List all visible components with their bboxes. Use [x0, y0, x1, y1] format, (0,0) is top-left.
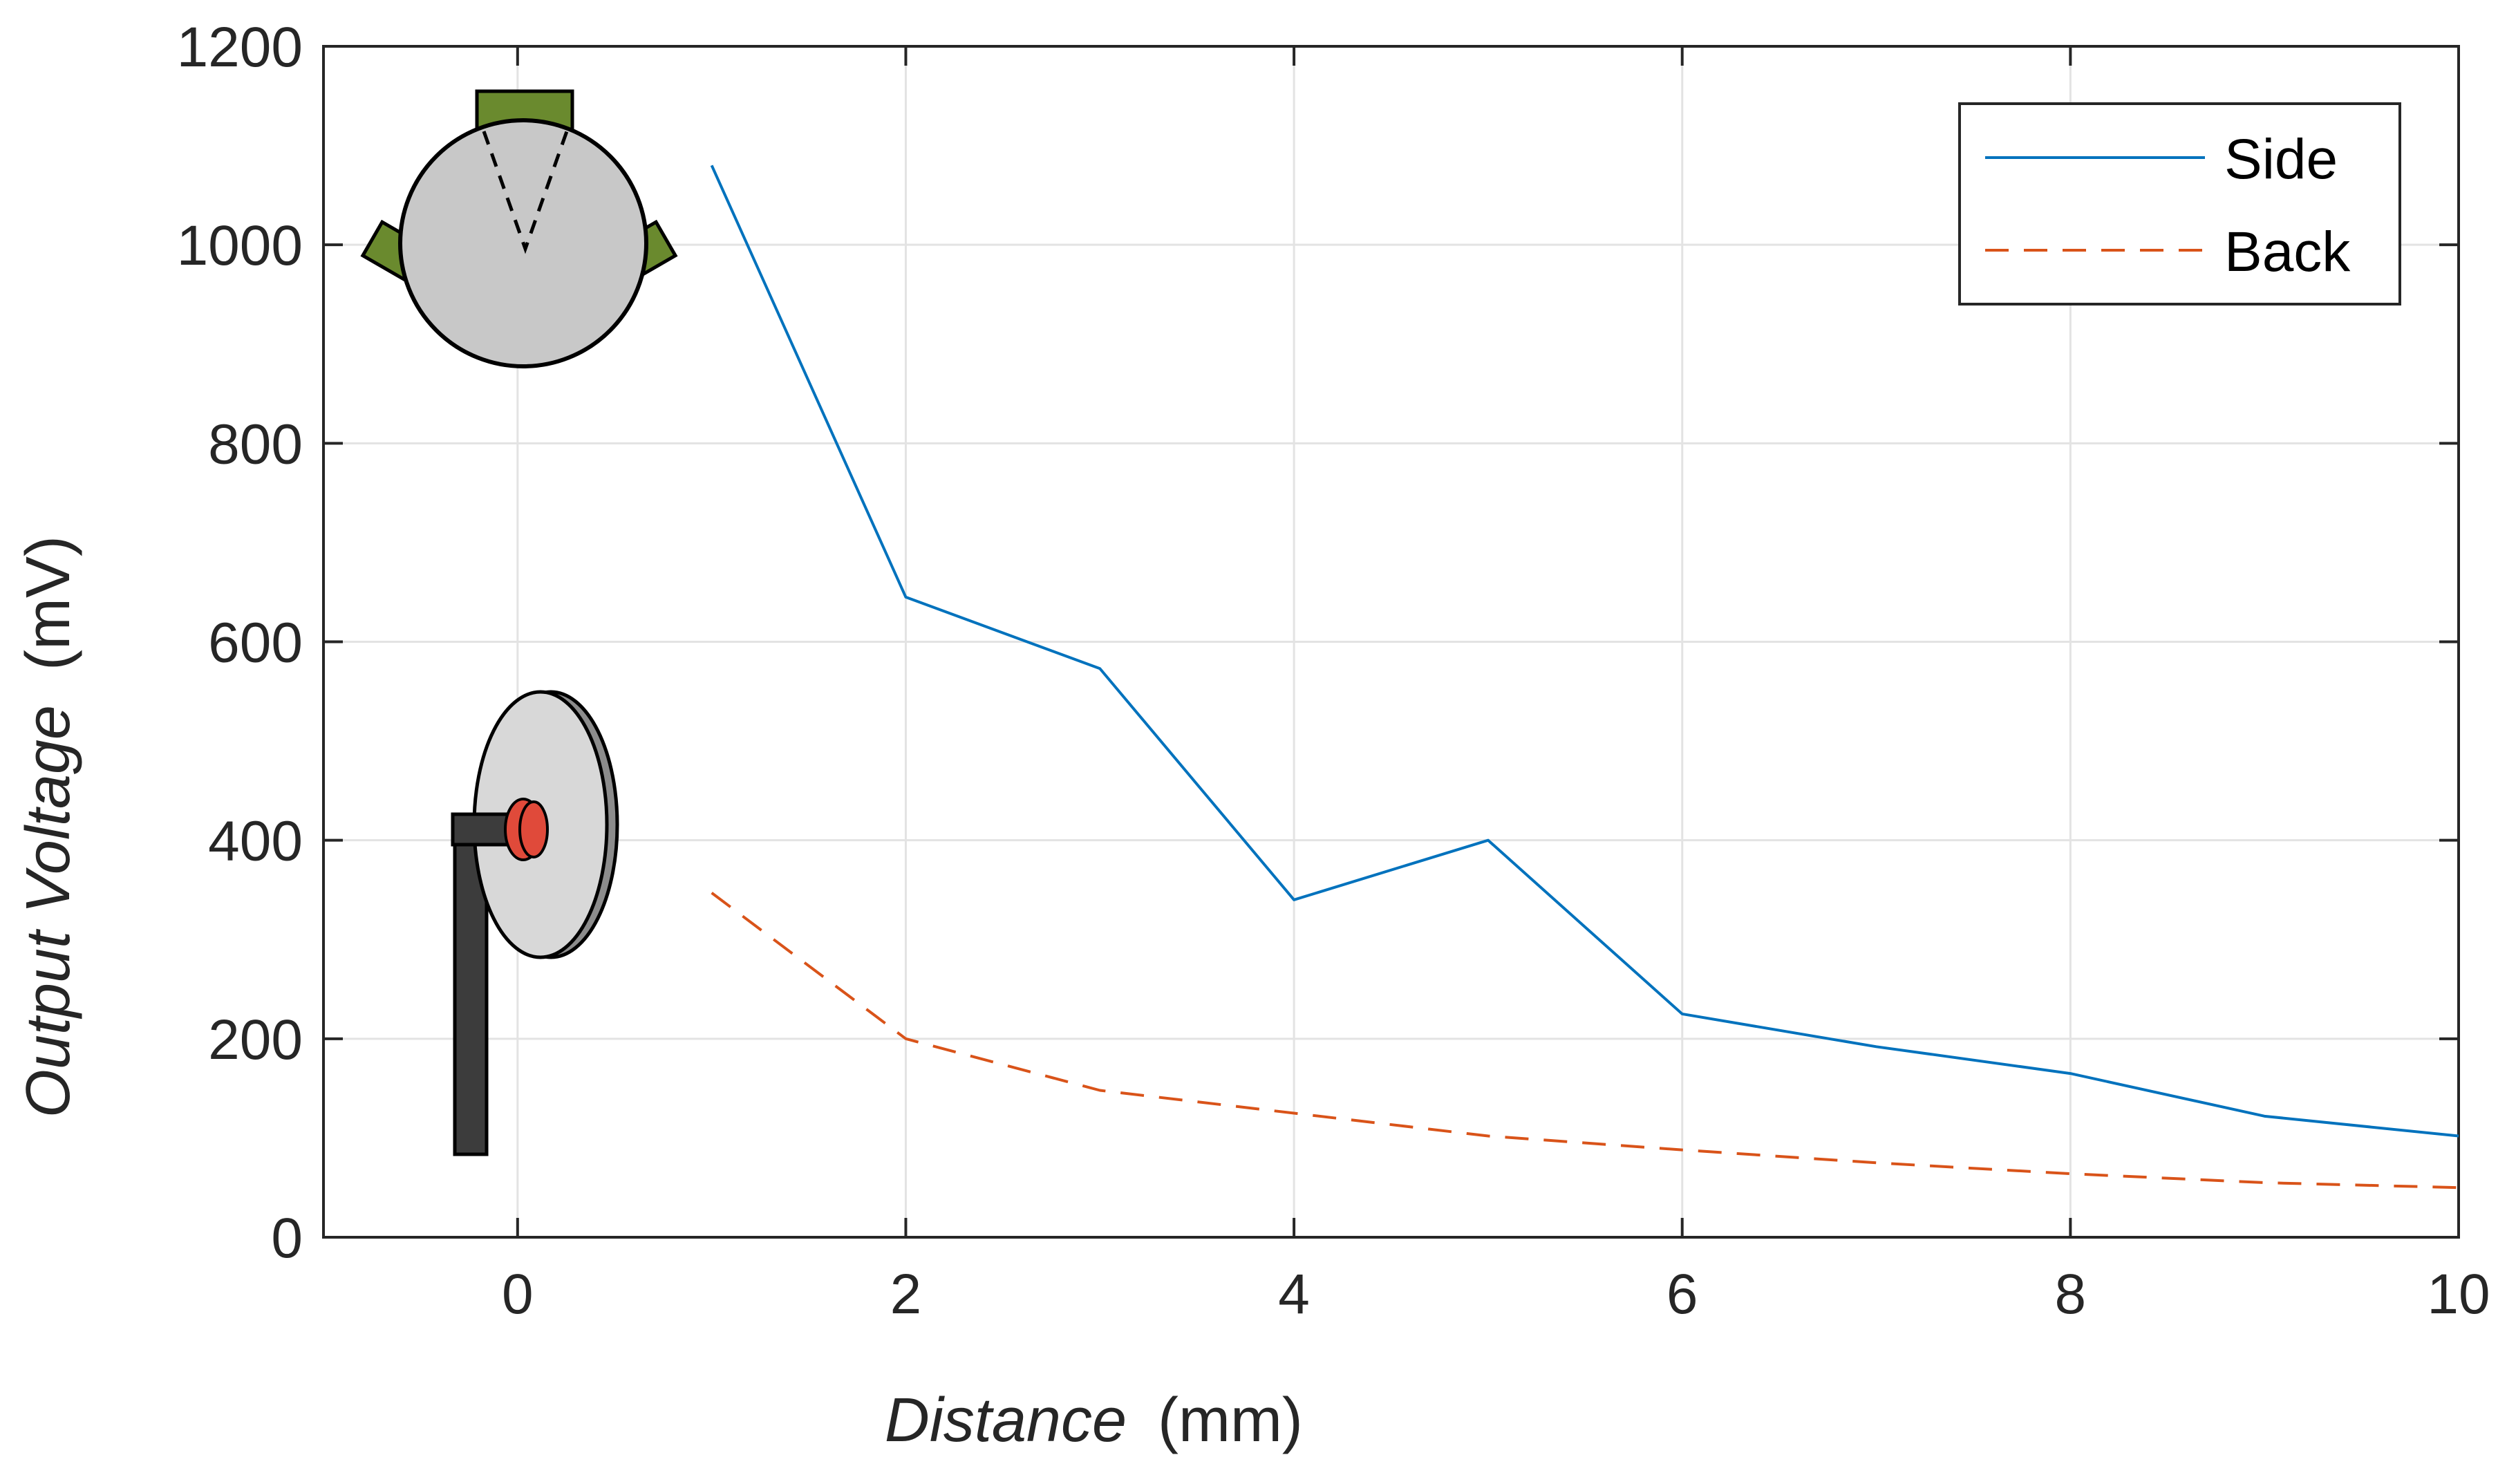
x-axis-unit: (mm) — [1158, 1386, 1303, 1455]
x-tick-label: 6 — [1666, 1263, 1698, 1326]
y-tick-label: 200 — [208, 1008, 303, 1071]
x-tick-label: 8 — [2055, 1263, 2087, 1326]
series-line-side — [710, 165, 2459, 1138]
x-tick-label: 2 — [890, 1263, 922, 1326]
y-tick-label: 0 — [271, 1207, 303, 1270]
data-series — [710, 165, 2459, 1190]
y-axis-label-group: Output Voltage (mV) — [14, 536, 83, 1118]
x-tick-label: 0 — [502, 1263, 534, 1326]
x-tick-label: 4 — [1278, 1263, 1310, 1326]
tick-labels: 0 2 4 6 8 10 0 200 400 600 800 1000 1200 — [177, 16, 2490, 1326]
sensing-cone — [482, 131, 569, 254]
series-line-back — [711, 892, 2459, 1190]
y-tick-label: 400 — [208, 810, 303, 873]
legend-label-side: Side — [2224, 128, 2338, 191]
sensor-side-view-icon — [451, 690, 619, 1156]
y-tick-label: 800 — [208, 413, 303, 476]
sensor-knob-ring — [518, 800, 549, 858]
y-tick-label: 600 — [208, 612, 303, 675]
x-axis-label: Distance — [885, 1386, 1127, 1455]
sensor-top-view-icon — [360, 89, 678, 368]
x-tick-label: 10 — [2427, 1263, 2490, 1326]
legend-box — [1958, 102, 2401, 306]
y-tick-label: 1200 — [177, 16, 303, 79]
y-tick-label: 1000 — [177, 214, 303, 277]
y-axis-unit: (mV) — [14, 536, 83, 670]
axis-ticks — [323, 45, 2460, 1239]
legend: Side Back — [1958, 102, 2401, 306]
y-axis-label: Output Voltage — [14, 705, 83, 1118]
legend-label-back: Back — [2224, 220, 2351, 283]
